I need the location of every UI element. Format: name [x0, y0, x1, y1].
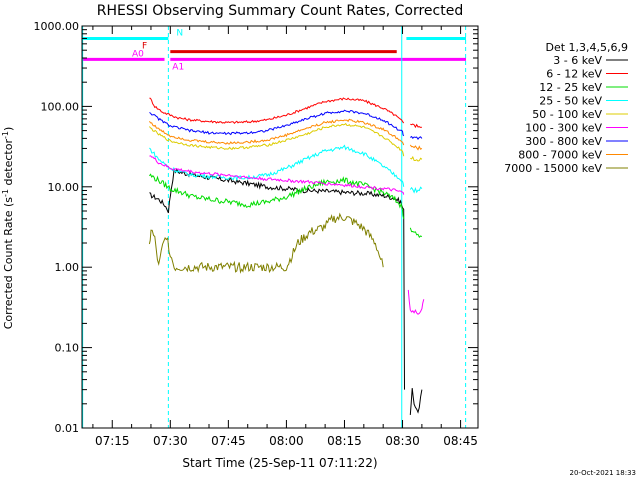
- series-line-after-gap-5: [409, 144, 423, 151]
- legend-label: 300 - 800 keV: [525, 135, 602, 148]
- flag-label-f: F: [142, 42, 147, 52]
- y-axis-label: Corrected Count Rate (s-1 detector-1): [1, 127, 15, 330]
- y-tick-label: 10.00: [48, 181, 80, 194]
- legend-label: 25 - 50 keV: [539, 95, 602, 108]
- series-line-after-gap-1: [409, 227, 423, 239]
- series-line-4: [149, 122, 405, 157]
- legend-label: 100 - 300 keV: [525, 122, 602, 135]
- series-line-5: [149, 155, 405, 195]
- flag-label-a1: A1: [172, 62, 184, 72]
- vertical-markers: [82, 26, 467, 428]
- plot-frame: [81, 25, 479, 429]
- footer-timestamp: 20-Oct-2021 18:33: [570, 469, 636, 477]
- x-tick-label: 08:45: [443, 434, 478, 448]
- legend-label: 800 - 7000 keV: [518, 149, 602, 162]
- y-tick-label: 1000.00: [34, 20, 80, 33]
- x-tick-label: 07:45: [211, 434, 246, 448]
- legend-label: 6 - 12 keV: [546, 68, 602, 81]
- y-tick-label: 0.10: [55, 342, 80, 355]
- flag-label-n: N: [176, 28, 183, 38]
- y-tick-label: 0.01: [55, 422, 80, 435]
- series-line-after-gap-2: [409, 186, 423, 194]
- legend-label: 3 - 6 keV: [553, 54, 602, 67]
- legend-label: 7000 - 15000 keV: [504, 162, 602, 175]
- flag-bars: N FA0 A1: [82, 28, 466, 72]
- y-tick-label: 1.00: [55, 261, 80, 274]
- series-line-after-gap-4: [410, 135, 423, 140]
- series-line-after-gap-3: [410, 123, 422, 129]
- series-line-0: [149, 168, 405, 390]
- series-line-after-gap-7: [407, 289, 425, 315]
- x-tick-label: 07:15: [95, 434, 130, 448]
- series-line-after-gap-6: [410, 155, 423, 162]
- legend-header: Det 1,3,4,5,6,9: [545, 41, 628, 54]
- series-line-1: [149, 97, 405, 125]
- y-axis-label-main: Corrected Count Rate (s: [2, 197, 15, 330]
- x-tick-label: 08:30: [385, 434, 420, 448]
- series-lines: [148, 97, 425, 415]
- y-axis-label-end: ): [2, 127, 15, 131]
- x-tick-label: 07:30: [153, 434, 188, 448]
- y-axis-label-mid: detector: [2, 139, 15, 189]
- chart-title: RHESSI Observing Summary Count Rates, Co…: [97, 3, 463, 19]
- y-axis-label-sup1: -1: [1, 189, 10, 197]
- tick-labels: 0.01 0.10 1.00 10.00 100.00 1000.00 07:15 07:30…: [34, 20, 478, 448]
- axes: [81, 25, 479, 429]
- legend-label: 12 - 25 keV: [539, 81, 602, 94]
- series-line-3: [149, 144, 405, 187]
- x-tick-label: 08:00: [269, 434, 304, 448]
- series-line-7: [148, 118, 405, 146]
- series-line-6: [149, 109, 405, 137]
- series-line-2: [149, 173, 405, 219]
- series-line-8: [148, 212, 384, 274]
- flag-label-a0: A0: [132, 49, 144, 59]
- legend-label: 50 - 100 keV: [532, 108, 602, 121]
- y-tick-label: 100.00: [41, 100, 80, 113]
- x-axis-label: Start Time (25-Sep-11 07:11:22): [182, 456, 377, 470]
- series-line-after-gap-0: [409, 388, 423, 415]
- x-tick-label: 08:15: [327, 434, 362, 448]
- y-axis-label-sup2: -1: [1, 131, 10, 139]
